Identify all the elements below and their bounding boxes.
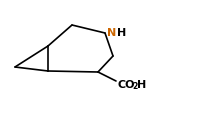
- Text: H: H: [136, 80, 145, 90]
- Text: 2: 2: [131, 82, 137, 91]
- Text: H: H: [116, 28, 126, 38]
- Text: N: N: [106, 28, 116, 38]
- Text: CO: CO: [117, 80, 135, 90]
